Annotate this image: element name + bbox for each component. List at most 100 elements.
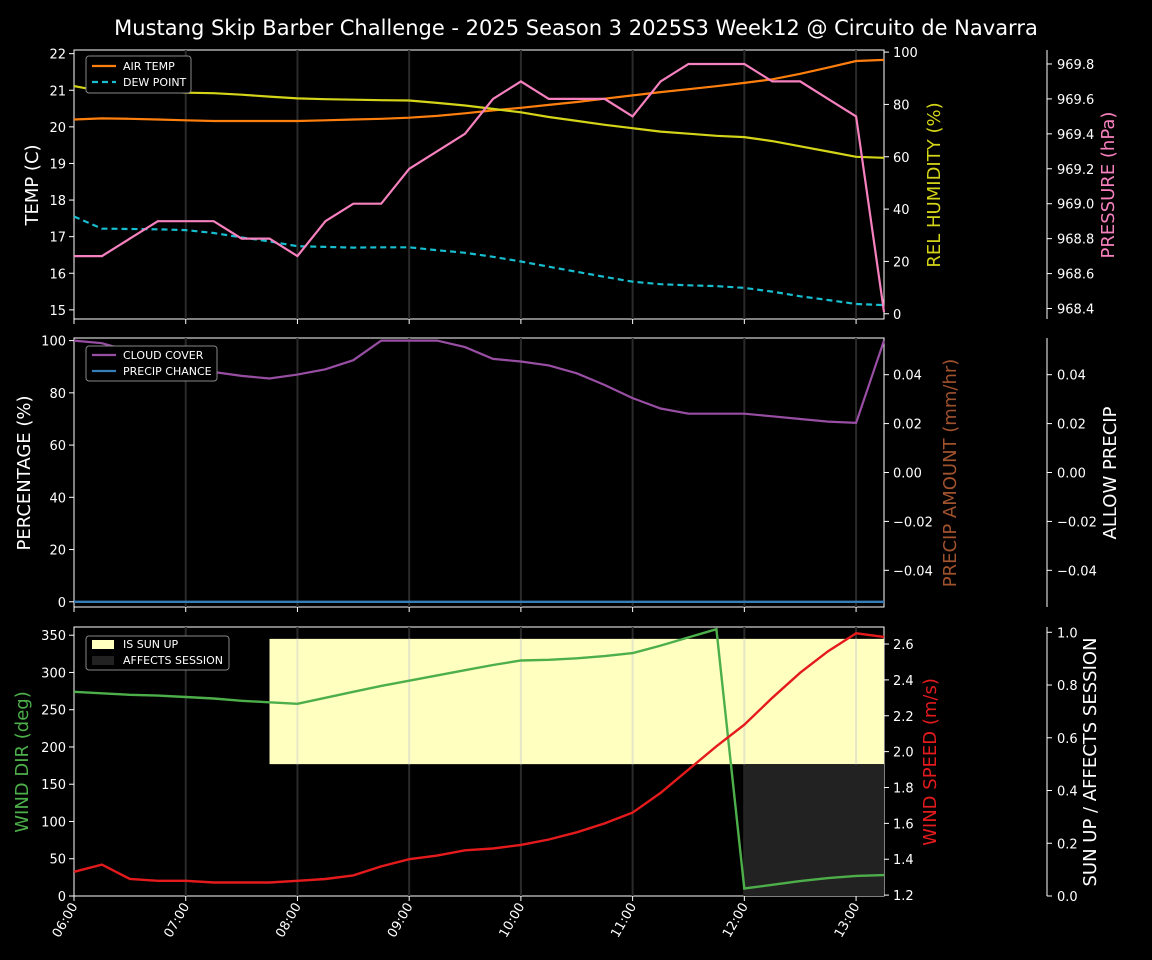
far-right-tick-label: 969.6 — [1057, 93, 1094, 108]
temperature-plot-area — [73, 49, 885, 320]
left-tick-label: 15 — [49, 304, 66, 319]
x-tick-label: 07:00 — [161, 901, 193, 941]
far-right-tick-label: 969.0 — [1057, 198, 1094, 213]
left-tick-label: 20 — [49, 544, 66, 559]
wind-dir-axis-label: WIND DIR (deg) — [12, 691, 33, 833]
affects-session-area — [744, 764, 884, 896]
left-tick-label: 200 — [41, 741, 66, 756]
left-tick-label: 50 — [49, 853, 66, 868]
wind-speed-line — [73, 632, 885, 884]
allow-precip-axis-ticks: −0.04 −0.02 0.00 0.02 0.04 — [1047, 369, 1097, 579]
far-right-tick-label: −0.04 — [1057, 564, 1097, 579]
right-tick-label: 1.8 — [893, 782, 914, 797]
affects-session-legend-swatch — [92, 656, 114, 665]
left-tick-label: 150 — [41, 778, 66, 793]
left-tick-label: 19 — [49, 157, 66, 172]
left-tick-label: 0 — [58, 890, 66, 905]
right-tick-label: −0.02 — [893, 515, 933, 530]
sun-up-area — [269, 638, 885, 765]
allow-precip-axis-label: ALLOW PRECIP — [1100, 406, 1121, 539]
right-tick-label: 2.6 — [893, 638, 914, 653]
time-axis-ticks: 06:00 07:00 08:00 09:00 10:00 11:00 12:00 13:00 — [50, 901, 864, 941]
far-right-tick-label: 968.4 — [1057, 303, 1094, 318]
precipitation-legend: CLOUD COVER PRECIP CHANCE — [85, 345, 218, 382]
right-tick-label: 100 — [893, 46, 918, 61]
pressure-line — [74, 62, 886, 313]
far-right-tick-label: 0.00 — [1057, 467, 1086, 482]
wind-speed-axis-label: WIND SPEED (m/s) — [920, 678, 941, 846]
precip-chance-legend-label: PRECIP CHANCE — [123, 365, 212, 378]
right-tick-label: 0.02 — [893, 418, 922, 433]
sun-up-axis-label: SUN UP / AFFECTS SESSION — [1080, 637, 1101, 886]
far-right-tick-label: 0.4 — [1057, 785, 1078, 800]
left-tick-label: 40 — [49, 491, 66, 506]
x-tick-label: 12:00 — [720, 901, 752, 941]
air-temp-line — [73, 58, 885, 123]
x-tick-label: 09:00 — [385, 901, 417, 941]
left-tick-label: 80 — [49, 387, 66, 402]
sun-up-legend-swatch — [92, 640, 114, 649]
precip-amount-axis-ticks: −0.04 −0.02 0.00 0.02 0.04 — [884, 369, 933, 579]
right-tick-label: 60 — [893, 151, 910, 166]
temperature-panel: 15 16 17 18 19 20 21 22 0 20 40 60 80 100 968.4 968.6… — [22, 46, 1119, 324]
left-tick-label: 18 — [49, 194, 66, 209]
far-right-tick-label: 969.4 — [1057, 128, 1094, 143]
far-right-tick-label: 0.02 — [1057, 418, 1086, 433]
cloud-cover-legend-label: CLOUD COVER — [123, 349, 204, 362]
right-tick-label: −0.04 — [893, 564, 933, 579]
far-right-tick-label: 0.04 — [1057, 369, 1086, 384]
x-tick-label: 06:00 — [50, 901, 82, 941]
humidity-line — [73, 85, 885, 159]
far-right-tick-label: 0.0 — [1057, 890, 1078, 905]
percentage-axis-ticks: 0 20 40 60 80 100 — [41, 335, 74, 611]
figure-title: Mustang Skip Barber Challenge - 2025 Sea… — [114, 16, 1038, 40]
far-right-tick-label: −0.02 — [1057, 515, 1097, 530]
left-tick-label: 0 — [58, 596, 66, 611]
wind-speed-axis-ticks: 1.2 1.4 1.6 1.8 2.0 2.2 2.4 2.6 — [884, 638, 914, 904]
far-right-tick-label: 968.6 — [1057, 268, 1094, 283]
air-temp-legend-label: AIR TEMP — [123, 60, 175, 73]
sun-up-legend-label: IS SUN UP — [123, 638, 179, 651]
right-tick-label: 2.2 — [893, 710, 914, 725]
x-tick-label: 08:00 — [273, 901, 305, 941]
right-tick-label: 1.2 — [893, 889, 914, 904]
far-right-tick-label: 0.8 — [1057, 679, 1078, 694]
dew-point-legend-label: DEW POINT — [123, 76, 187, 89]
right-tick-label: 0 — [893, 308, 901, 323]
left-tick-label: 100 — [41, 335, 66, 350]
wind-legend: IS SUN UP AFFECTS SESSION — [85, 635, 230, 671]
wind-dir-axis-ticks: 0 50 100 150 200 250 300 350 — [41, 629, 74, 905]
right-tick-label: 1.6 — [893, 817, 914, 832]
precip-amount-axis-label: PRECIP AMOUNT (mm/hr) — [940, 359, 961, 588]
precipitation-vertical-gridlines — [73, 338, 858, 612]
pressure-axis-ticks: 968.4 968.6 968.8 969.0 969.2 969.4 969.6 969.8 — [1047, 58, 1094, 318]
sun-up-axis-ticks: 0.0 0.2 0.4 0.6 0.8 1.0 — [1047, 626, 1078, 905]
x-tick-label: 13:00 — [832, 901, 864, 941]
left-tick-label: 350 — [41, 629, 66, 644]
left-tick-label: 100 — [41, 815, 66, 830]
right-tick-label: 2.0 — [893, 746, 914, 761]
left-tick-label: 17 — [49, 231, 66, 246]
affects-session-legend-label: AFFECTS SESSION — [123, 654, 223, 667]
right-tick-label: 0.00 — [893, 467, 922, 482]
left-tick-label: 20 — [49, 121, 66, 136]
humidity-axis-ticks: 0 20 40 60 80 100 — [884, 46, 918, 323]
far-right-tick-label: 0.2 — [1057, 837, 1078, 852]
pressure-axis-label: PRESSURE (hPa) — [1098, 112, 1119, 259]
temperature-legend: AIR TEMP DEW POINT — [85, 55, 192, 94]
x-tick-label: 11:00 — [608, 901, 640, 941]
wind-dir-line — [73, 627, 885, 890]
far-right-tick-label: 1.0 — [1057, 626, 1078, 641]
wind-panel: 0 50 100 150 200 250 300 350 1.2 1.4 1.6 1.8 2.0 2.2… — [12, 626, 1101, 940]
left-tick-label: 300 — [41, 666, 66, 681]
precipitation-panel: 0 20 40 60 80 100 −0.04 −0.02 0.00 0.02 0.04 −0.0… — [14, 335, 1121, 612]
percentage-axis-label: PERCENTAGE (%) — [14, 395, 35, 550]
right-tick-label: 80 — [893, 98, 910, 113]
far-right-tick-label: 968.8 — [1057, 233, 1094, 248]
left-tick-label: 16 — [49, 267, 66, 282]
far-right-tick-label: 969.8 — [1057, 58, 1094, 73]
left-tick-label: 250 — [41, 704, 66, 719]
left-tick-label: 22 — [49, 48, 66, 63]
x-tick-label: 10:00 — [497, 901, 529, 941]
